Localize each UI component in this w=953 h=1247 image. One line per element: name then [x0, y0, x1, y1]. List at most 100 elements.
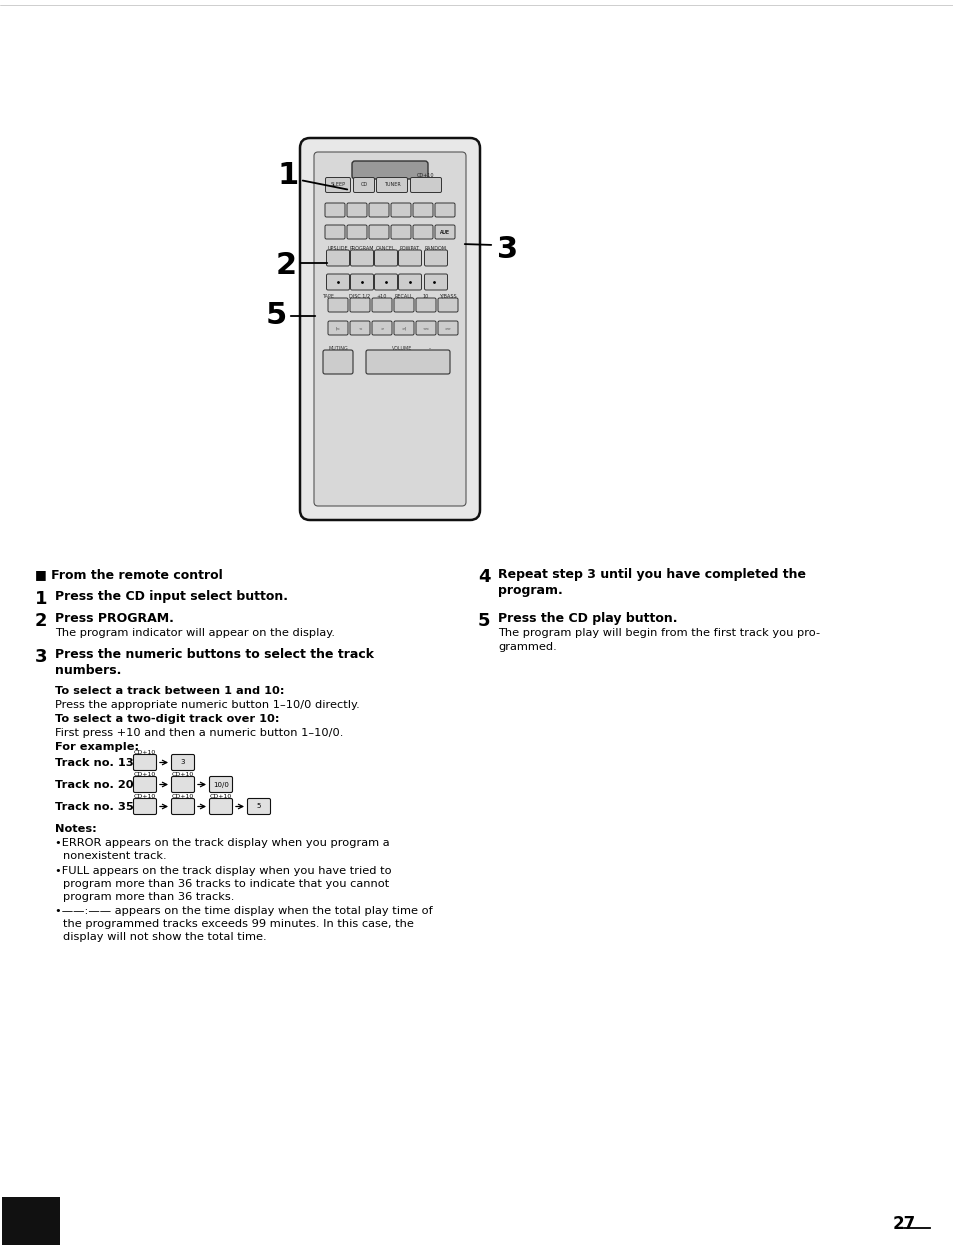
Text: Repeat step 3 until you have completed the: Repeat step 3 until you have completed t… [497, 567, 805, 581]
FancyBboxPatch shape [424, 274, 447, 291]
Text: >|: >| [401, 325, 406, 330]
FancyBboxPatch shape [369, 224, 389, 239]
FancyBboxPatch shape [323, 350, 353, 374]
Text: CD+10: CD+10 [133, 793, 156, 798]
Text: CD+10: CD+10 [133, 749, 156, 754]
Text: To select a two-digit track over 10:: To select a two-digit track over 10: [55, 715, 279, 725]
FancyBboxPatch shape [413, 203, 433, 217]
Text: POWPAT: POWPAT [399, 246, 419, 251]
Text: 10: 10 [422, 293, 429, 298]
Text: program more than 36 tracks.: program more than 36 tracks. [63, 892, 234, 902]
Text: VOLUME: VOLUME [392, 347, 412, 352]
FancyBboxPatch shape [314, 152, 465, 506]
Text: CD+10: CD+10 [133, 772, 156, 777]
FancyBboxPatch shape [325, 203, 345, 217]
Text: |<: |< [335, 325, 340, 330]
Text: 1: 1 [277, 161, 298, 190]
Text: MUTING: MUTING [328, 347, 348, 352]
Text: the programmed tracks exceeds 99 minutes. In this case, the: the programmed tracks exceeds 99 minutes… [63, 919, 414, 929]
FancyBboxPatch shape [133, 754, 156, 771]
Text: Track no. 20:: Track no. 20: [55, 781, 138, 791]
FancyBboxPatch shape [299, 138, 479, 520]
Text: DISC 1/2: DISC 1/2 [349, 293, 370, 298]
Text: program.: program. [497, 584, 562, 597]
Text: 2: 2 [35, 612, 48, 630]
Text: CD+10: CD+10 [172, 772, 193, 777]
Text: To select a track between 1 and 10:: To select a track between 1 and 10: [55, 686, 284, 696]
FancyBboxPatch shape [328, 298, 348, 312]
FancyBboxPatch shape [394, 320, 414, 335]
FancyBboxPatch shape [437, 298, 457, 312]
Text: •FULL appears on the track display when you have tried to: •FULL appears on the track display when … [55, 865, 392, 875]
Text: 3: 3 [35, 648, 48, 666]
FancyBboxPatch shape [350, 274, 374, 291]
FancyBboxPatch shape [172, 754, 194, 771]
FancyBboxPatch shape [413, 224, 433, 239]
FancyBboxPatch shape [347, 224, 367, 239]
Text: •——:—— appears on the time display when the total play time of: •——:—— appears on the time display when … [55, 907, 433, 917]
Text: Track no. 13:: Track no. 13: [55, 758, 138, 768]
Text: Press PROGRAM.: Press PROGRAM. [55, 612, 173, 625]
Text: CD: CD [360, 182, 367, 187]
Text: Press the CD input select button.: Press the CD input select button. [55, 590, 288, 604]
FancyBboxPatch shape [416, 298, 436, 312]
FancyBboxPatch shape [325, 224, 345, 239]
Text: 27: 27 [892, 1215, 915, 1233]
Text: <<: << [422, 325, 429, 330]
FancyBboxPatch shape [325, 177, 350, 192]
FancyBboxPatch shape [210, 777, 233, 793]
FancyBboxPatch shape [326, 274, 349, 291]
FancyBboxPatch shape [350, 320, 370, 335]
FancyBboxPatch shape [210, 798, 233, 814]
Text: <: < [358, 325, 361, 330]
FancyBboxPatch shape [416, 320, 436, 335]
Text: AUE: AUE [439, 229, 450, 234]
Text: TUNER: TUNER [383, 182, 400, 187]
Text: 10/0: 10/0 [213, 782, 229, 788]
Text: For example:: For example: [55, 742, 139, 752]
FancyBboxPatch shape [354, 177, 375, 192]
Text: CD+10: CD+10 [210, 793, 232, 798]
Text: Notes:: Notes: [55, 824, 96, 834]
FancyBboxPatch shape [435, 224, 455, 239]
FancyBboxPatch shape [391, 203, 411, 217]
Text: 5: 5 [256, 803, 261, 809]
FancyBboxPatch shape [437, 320, 457, 335]
FancyBboxPatch shape [350, 298, 370, 312]
FancyBboxPatch shape [410, 177, 441, 192]
Text: PROGRAM: PROGRAM [350, 246, 374, 251]
FancyBboxPatch shape [372, 298, 392, 312]
FancyBboxPatch shape [326, 249, 349, 266]
FancyBboxPatch shape [394, 298, 414, 312]
Text: 5: 5 [477, 612, 490, 630]
FancyBboxPatch shape [369, 203, 389, 217]
FancyBboxPatch shape [424, 249, 447, 266]
FancyBboxPatch shape [352, 161, 428, 180]
Text: First press +10 and then a numeric button 1–10/0.: First press +10 and then a numeric butto… [55, 728, 343, 738]
FancyBboxPatch shape [372, 320, 392, 335]
Text: AUE: AUE [439, 229, 450, 234]
Text: display will not show the total time.: display will not show the total time. [63, 932, 266, 941]
Text: CD+10: CD+10 [172, 793, 193, 798]
Text: grammed.: grammed. [497, 642, 557, 652]
Text: The program play will begin from the first track you pro-: The program play will begin from the fir… [497, 628, 820, 638]
Text: Press the CD play button.: Press the CD play button. [497, 612, 677, 625]
Text: numbers.: numbers. [55, 663, 121, 677]
Text: nonexistent track.: nonexistent track. [63, 850, 167, 860]
Text: Y/BASS: Y/BASS [438, 293, 456, 298]
Text: Press the appropriate numeric button 1–10/0 directly.: Press the appropriate numeric button 1–1… [55, 700, 359, 710]
Text: RANDOM: RANDOM [424, 246, 447, 251]
FancyBboxPatch shape [391, 224, 411, 239]
Text: TAPE: TAPE [322, 293, 334, 298]
FancyBboxPatch shape [2, 1197, 60, 1245]
FancyBboxPatch shape [376, 177, 407, 192]
FancyBboxPatch shape [172, 777, 194, 793]
Text: •ERROR appears on the track display when you program a: •ERROR appears on the track display when… [55, 838, 389, 848]
Text: -: - [429, 347, 431, 352]
FancyBboxPatch shape [347, 203, 367, 217]
FancyBboxPatch shape [172, 798, 194, 814]
FancyBboxPatch shape [398, 249, 421, 266]
Text: +10: +10 [376, 293, 387, 298]
Text: 3: 3 [497, 236, 518, 264]
FancyBboxPatch shape [133, 798, 156, 814]
